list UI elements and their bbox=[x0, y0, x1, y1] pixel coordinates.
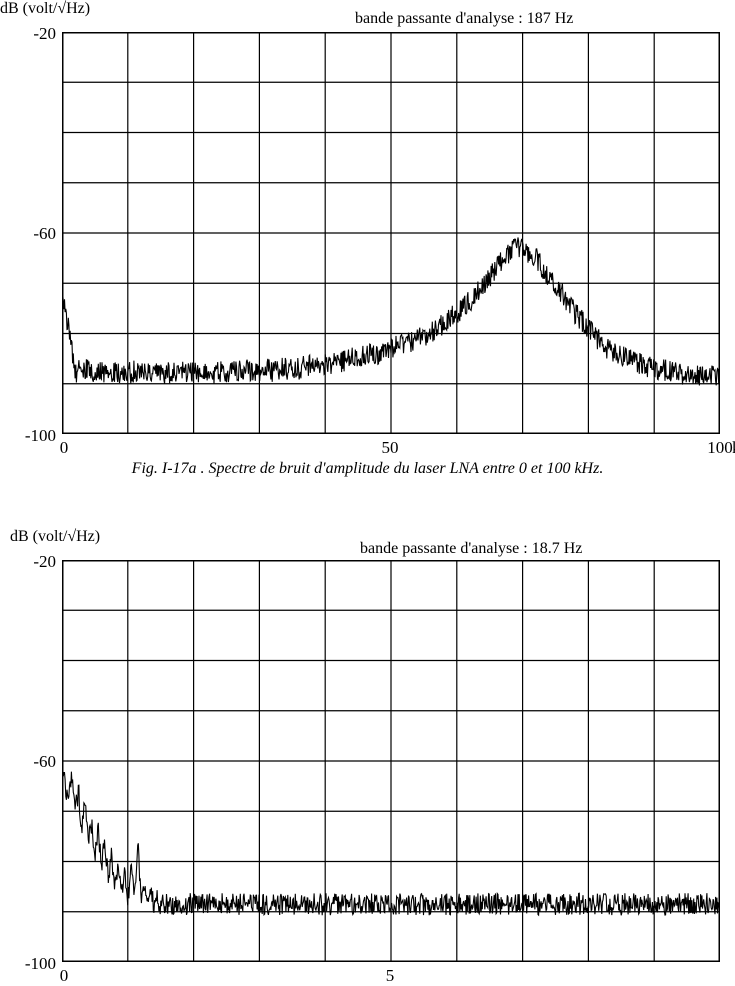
chart-b-annotation: bande passante d'analyse : 18.7 Hz bbox=[360, 540, 582, 558]
chart-b-plot bbox=[62, 560, 720, 962]
chart-b-xtick: 5 bbox=[370, 966, 410, 986]
chart-a-xtick: 0 bbox=[44, 438, 84, 458]
chart-b-ytick: -20 bbox=[12, 552, 56, 572]
chart-a-annotation: bande passante d'analyse : 187 Hz bbox=[355, 10, 573, 28]
chart-b-xtick: 0 bbox=[44, 966, 84, 986]
chart-a-ytick: -60 bbox=[12, 224, 56, 244]
caption-a: Fig. I-17a . Spectre de bruit d'amplitud… bbox=[0, 460, 735, 478]
chart-a-ytick: -20 bbox=[12, 24, 56, 44]
chart-b-ylabel: dB (volt/√Hz) bbox=[10, 528, 100, 546]
chart-b-ytick: -60 bbox=[12, 752, 56, 772]
chart-a-xunit: kHz bbox=[710, 438, 735, 458]
chart-a-ylabel: dB (volt/√Hz) bbox=[0, 0, 90, 18]
chart-a-plot bbox=[62, 32, 720, 434]
chart-a-xtick: 50 bbox=[370, 438, 410, 458]
